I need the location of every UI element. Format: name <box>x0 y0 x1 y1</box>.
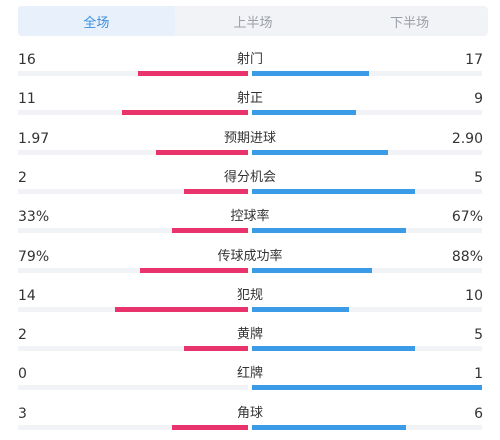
home-bar-track <box>18 228 248 234</box>
away-value: 10 <box>465 287 483 304</box>
home-value: 2 <box>18 327 27 344</box>
home-bar-track <box>18 110 248 116</box>
away-value: 1 <box>474 366 483 383</box>
away-bar-track <box>252 267 482 273</box>
away-bar <box>252 267 372 273</box>
home-bar <box>121 110 248 116</box>
away-bar-track <box>252 110 482 116</box>
away-bar-track <box>252 188 482 194</box>
home-bar-track <box>18 267 248 273</box>
home-value: 3 <box>18 405 27 422</box>
stat-label: 控球率 <box>230 209 270 225</box>
away-bar <box>252 188 416 194</box>
away-bar-track <box>252 346 482 352</box>
home-bar <box>183 188 248 194</box>
home-bar-track <box>18 149 248 155</box>
stat-label: 传球成功率 <box>217 248 283 264</box>
home-bar <box>156 149 248 155</box>
away-bar <box>252 71 370 76</box>
home-bar <box>139 267 248 273</box>
stat-row-red-cards: 0 红牌 1 <box>0 365 500 404</box>
away-value: 88% <box>451 248 483 265</box>
home-value: 1.97 <box>18 130 50 147</box>
away-bar-track <box>252 228 482 234</box>
away-bar <box>252 228 407 234</box>
stat-label: 角球 <box>236 405 263 421</box>
stat-label: 射门 <box>236 52 263 67</box>
stat-row-corners: 3 角球 6 <box>0 405 500 440</box>
home-bar-track <box>18 71 248 76</box>
home-value: 14 <box>18 287 36 304</box>
stat-row-possession: 33% 控球率 67% <box>0 208 500 247</box>
away-bar <box>252 149 388 155</box>
away-value: 6 <box>474 405 483 422</box>
away-bar <box>252 110 356 116</box>
away-bar-track <box>252 385 482 391</box>
home-value: 11 <box>18 91 36 108</box>
stat-label: 红牌 <box>236 366 263 382</box>
away-value: 2.90 <box>451 130 483 147</box>
home-bar-track <box>18 424 248 430</box>
home-bar-track <box>18 346 248 352</box>
home-bar <box>114 306 248 312</box>
home-value: 16 <box>18 52 36 68</box>
away-value: 9 <box>474 91 483 108</box>
period-tabs: 全场 上半场 下半场 <box>18 6 488 36</box>
stat-row-big-chances: 2 得分机会 5 <box>0 169 500 208</box>
away-value: 5 <box>474 169 483 186</box>
away-bar-track <box>252 424 482 430</box>
stat-row-fouls: 14 犯规 10 <box>0 287 500 326</box>
home-value: 0 <box>18 366 27 383</box>
stat-label: 黄牌 <box>236 327 263 343</box>
home-value: 33% <box>18 209 50 226</box>
home-bar-track <box>18 385 248 391</box>
away-value: 5 <box>474 327 483 344</box>
home-bar-track <box>18 188 248 194</box>
tab-second-half[interactable]: 下半场 <box>390 15 430 31</box>
stat-row-yellow-cards: 2 黄牌 5 <box>0 326 500 365</box>
home-bar <box>137 71 248 76</box>
stat-label: 射正 <box>236 91 263 107</box>
stat-label: 预期进球 <box>223 130 276 146</box>
tab-full-match[interactable]: 全场 <box>18 6 175 36</box>
away-bar-track <box>252 149 482 155</box>
away-bar <box>252 385 482 391</box>
stat-row-shots-on-target: 11 射正 9 <box>0 90 500 129</box>
away-bar-track <box>252 71 482 76</box>
home-bar-track <box>18 306 248 312</box>
home-value: 79% <box>18 248 50 265</box>
stat-row-pass-accuracy: 79% 传球成功率 88% <box>0 248 500 287</box>
away-bar <box>252 424 407 430</box>
stat-row-expected-goals: 1.97 预期进球 2.90 <box>0 130 500 169</box>
tab-first-half[interactable]: 上半场 <box>233 15 273 31</box>
stat-label: 得分机会 <box>223 169 276 185</box>
away-value: 67% <box>451 209 483 226</box>
home-value: 2 <box>18 169 27 186</box>
home-bar <box>172 228 248 234</box>
away-bar <box>252 346 416 352</box>
stat-label: 犯规 <box>236 287 263 303</box>
away-value: 17 <box>465 52 483 68</box>
stat-row-shots: 16 射门 17 <box>0 51 500 90</box>
away-bar-track <box>252 306 482 312</box>
away-bar <box>252 306 349 312</box>
home-bar <box>183 346 248 352</box>
home-bar <box>172 424 248 430</box>
